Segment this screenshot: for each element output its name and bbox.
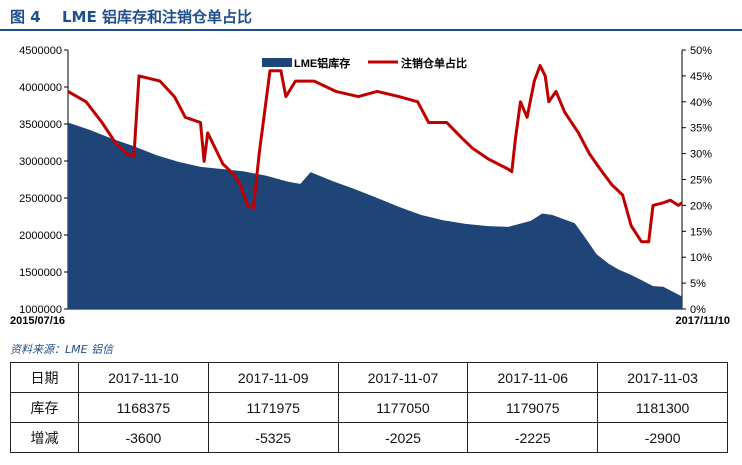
row-header: 日期	[10, 362, 79, 393]
table-cell: -2900	[597, 422, 728, 453]
table-cell: 1177050	[337, 392, 469, 423]
table-cell: 1171975	[207, 392, 339, 423]
right-tick-label: 30%	[690, 149, 712, 161]
right-tick-label: 0%	[690, 304, 706, 316]
x-start-label: 2015/07/16	[10, 315, 65, 327]
left-tick-label: 3000000	[19, 156, 62, 168]
stock-chart: 1000000 1500000 2000000 2500000 3000000 35000…	[10, 45, 730, 327]
row-header: 增减	[10, 422, 79, 453]
table-cell: 2017-11-06	[467, 362, 599, 393]
left-tick-label: 4000000	[19, 82, 62, 94]
left-tick-label: 2000000	[19, 230, 62, 242]
table-cell: 1181300	[597, 392, 728, 423]
right-tick-label: 45%	[690, 71, 712, 83]
left-tick-label: 4500000	[19, 45, 62, 57]
figure-title: LME 铝库存和注销仓单占比	[62, 8, 252, 26]
table-row: 库存 1168375 1171975 1177050 1179075 11813…	[10, 392, 728, 423]
right-tick-label: 10%	[690, 252, 712, 264]
legend-label-ratio: 注销仓单占比	[401, 56, 467, 70]
table-row: 增减 -3600 -5325 -2025 -2225 -2900	[10, 422, 728, 453]
legend-label-inventory: LME铝库存	[294, 56, 350, 70]
row-header: 库存	[10, 392, 79, 423]
inventory-area-series	[68, 122, 682, 309]
right-tick-label: 25%	[690, 175, 712, 187]
left-tick-label: 2500000	[19, 193, 62, 205]
right-tick-label: 40%	[690, 97, 712, 109]
table-cell: 2017-11-09	[207, 362, 339, 393]
left-tick-label: 1500000	[19, 267, 62, 279]
table-cell: -3600	[78, 422, 209, 453]
right-tick-label: 50%	[690, 45, 712, 57]
inventory-table: 日期 2017-11-10 2017-11-09 2017-11-07 2017…	[10, 362, 728, 453]
table-cell: 1168375	[78, 392, 209, 423]
cancelled-warrant-ratio-line	[67, 64, 683, 244]
right-tick-label: 35%	[690, 123, 712, 135]
table-cell: -5325	[207, 422, 339, 453]
right-tick-label: 5%	[690, 278, 706, 290]
table-cell: 2017-11-10	[78, 362, 209, 393]
table-cell: 2017-11-03	[597, 362, 728, 393]
table-cell: 2017-11-07	[337, 362, 469, 393]
figure-number: 图 4	[10, 8, 41, 26]
table-row: 日期 2017-11-10 2017-11-09 2017-11-07 2017…	[10, 362, 728, 393]
left-tick-label: 3500000	[19, 119, 62, 131]
table-cell: 1179075	[467, 392, 599, 423]
right-tick-label: 20%	[690, 200, 712, 212]
legend-swatch-inventory	[262, 58, 292, 67]
source-note: 资料来源：LME 铝信	[10, 343, 114, 356]
title-divider	[0, 29, 742, 31]
table-cell: -2025	[337, 422, 469, 453]
figure-header: 图 4 LME 铝库存和注销仓单占比	[0, 0, 742, 32]
right-tick-label: 15%	[690, 226, 712, 238]
x-end-label: 2017/11/10	[676, 315, 730, 327]
left-tick-label: 1000000	[19, 304, 62, 316]
table-cell: -2225	[467, 422, 599, 453]
